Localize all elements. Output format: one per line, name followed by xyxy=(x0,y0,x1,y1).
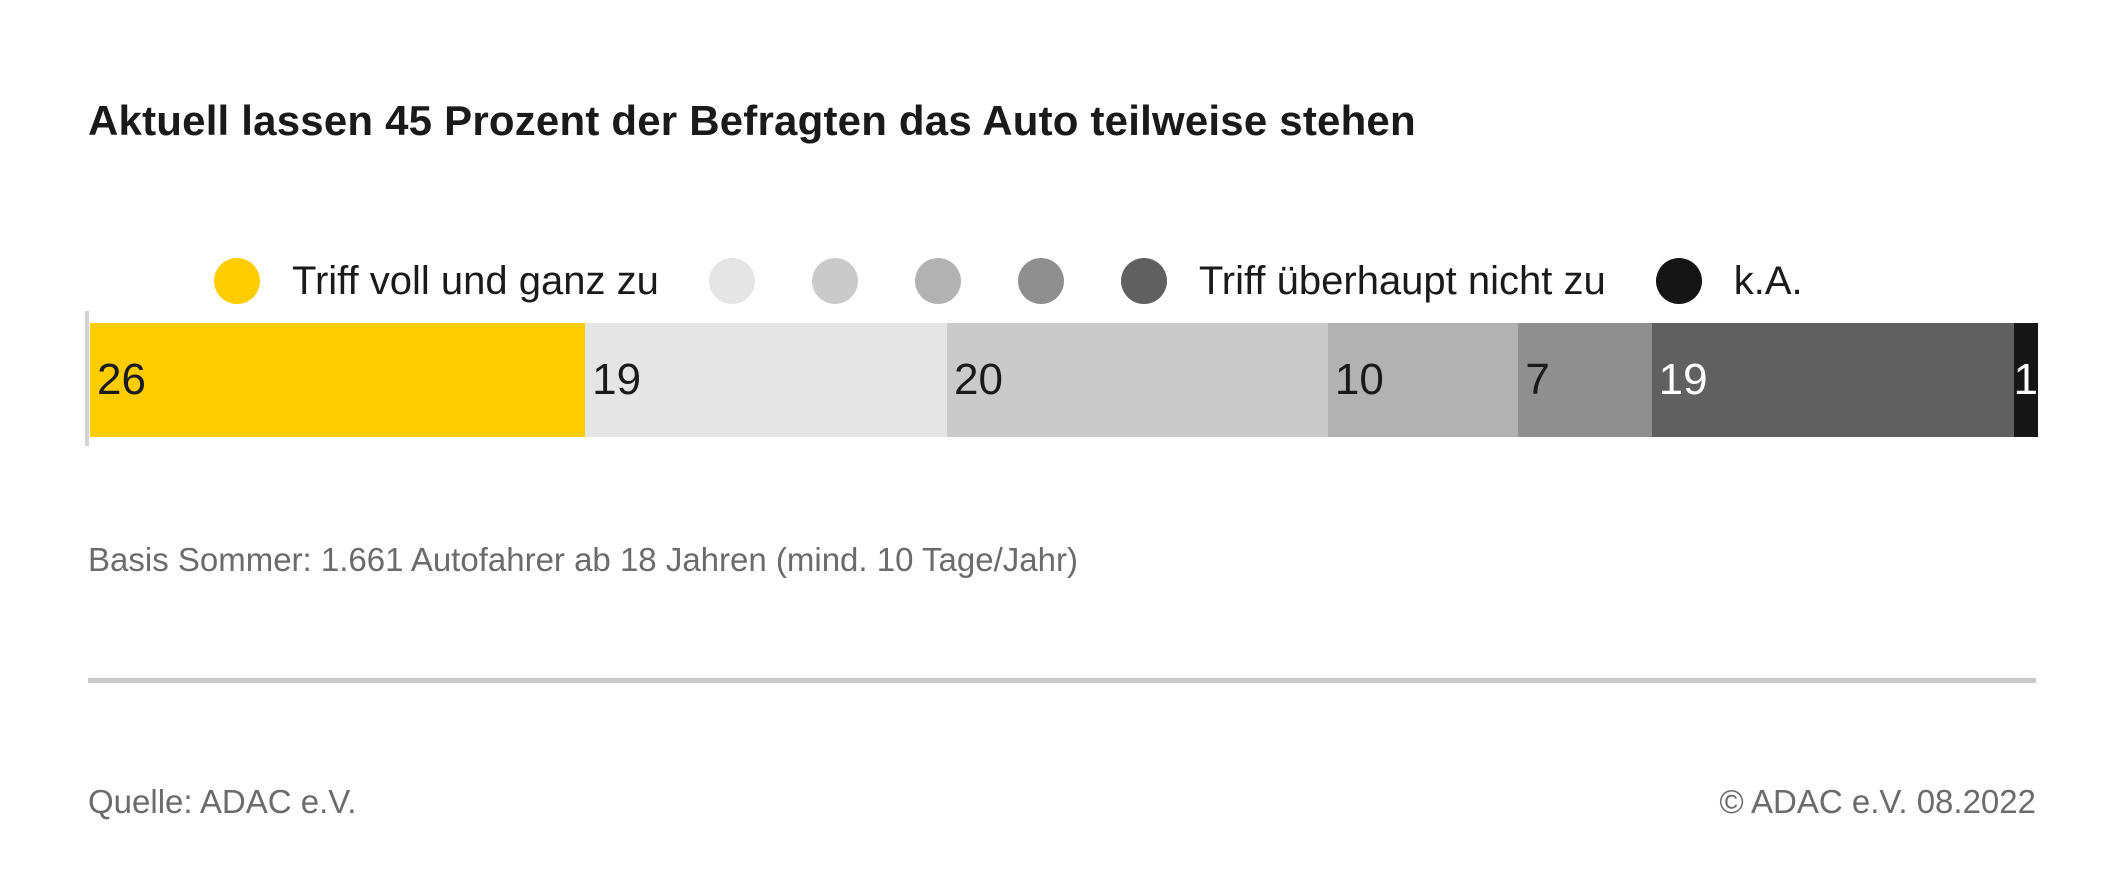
footer-copyright: © ADAC e.V. 08.2022 xyxy=(1719,783,2036,820)
footer-source: Quelle: ADAC e.V. xyxy=(88,783,357,820)
bar-segment: 19 xyxy=(1651,323,2014,437)
bar-segment: 1 xyxy=(2013,323,2038,437)
bar-segment: 26 xyxy=(90,323,586,437)
legend-label-disagree-full: Triff überhaupt nicht zu xyxy=(1198,259,1606,303)
bar-segment-value: 19 xyxy=(1658,355,1708,404)
divider xyxy=(88,678,2036,683)
legend-dot-scale-5 xyxy=(1017,258,1064,304)
stacked-bar: 26 19 20 10 7 19 1 xyxy=(90,323,2038,437)
bar-segment-value: 7 xyxy=(1525,355,1550,404)
bar-segment-value: 1 xyxy=(2013,355,2038,404)
legend-dot-na xyxy=(1655,258,1702,304)
basis-note: Basis Sommer: 1.661 Autofahrer ab 18 Jah… xyxy=(88,541,1078,578)
bar-segment: 10 xyxy=(1327,323,1519,437)
chart-title: Aktuell lassen 45 Prozent der Befragten … xyxy=(88,97,1416,144)
legend: Triff voll und ganz zu Triff überhaupt ni… xyxy=(214,254,1821,308)
axis-line xyxy=(85,311,89,446)
legend-label-na: k.A. xyxy=(1733,259,1803,303)
legend-dot-disagree-full xyxy=(1120,258,1167,304)
bar-segment-value: 20 xyxy=(954,355,1003,404)
legend-dot-scale-3 xyxy=(811,258,858,304)
bar-segment-value: 19 xyxy=(592,355,642,404)
bar-segment-value: 10 xyxy=(1334,355,1384,404)
legend-dot-scale-4 xyxy=(914,258,961,304)
legend-label-agree-full: Triff voll und ganz zu xyxy=(292,259,659,303)
legend-dot-scale-2 xyxy=(708,258,755,304)
bar-segment-value: 26 xyxy=(97,355,146,404)
legend-dot-agree-full xyxy=(214,258,260,304)
footer: Quelle: ADAC e.V. © ADAC e.V. 08.2022 xyxy=(88,782,2036,822)
bar-segment: 19 xyxy=(585,323,947,437)
bar-segment: 20 xyxy=(947,323,1328,437)
bar-segment: 7 xyxy=(1518,323,1652,437)
